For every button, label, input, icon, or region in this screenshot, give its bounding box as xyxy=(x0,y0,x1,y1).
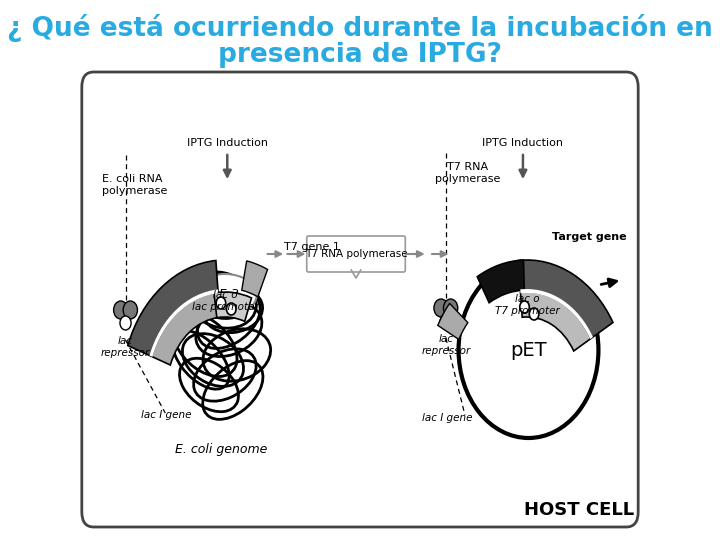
Text: IPTG Induction: IPTG Induction xyxy=(186,138,268,148)
Wedge shape xyxy=(438,303,468,340)
Text: presencia de IPTG?: presencia de IPTG? xyxy=(218,42,502,68)
Wedge shape xyxy=(152,292,220,365)
Text: T7 RNA
polymerase: T7 RNA polymerase xyxy=(435,162,500,184)
Text: lac
repressor: lac repressor xyxy=(421,334,470,356)
Circle shape xyxy=(216,297,225,309)
Wedge shape xyxy=(521,292,591,351)
Text: lac o
lac promoter: lac o lac promoter xyxy=(192,290,258,312)
Circle shape xyxy=(520,301,529,313)
FancyBboxPatch shape xyxy=(307,236,405,272)
Text: IPTG Induction: IPTG Induction xyxy=(482,138,564,148)
Text: lac
repressor: lac repressor xyxy=(101,336,150,357)
Wedge shape xyxy=(521,289,593,339)
Text: lac I gene: lac I gene xyxy=(422,413,472,423)
Text: T7 gene 1: T7 gene 1 xyxy=(284,242,341,252)
Circle shape xyxy=(529,308,539,320)
Text: E. coli genome: E. coli genome xyxy=(175,443,267,456)
Text: ¿ Qué está ocurriendo durante la incubación en: ¿ Qué está ocurriendo durante la incubac… xyxy=(7,14,713,42)
Circle shape xyxy=(444,299,458,317)
Circle shape xyxy=(114,301,128,319)
Circle shape xyxy=(459,262,598,438)
Text: lac I gene: lac I gene xyxy=(140,410,191,420)
Wedge shape xyxy=(214,292,251,321)
Ellipse shape xyxy=(193,274,256,316)
FancyBboxPatch shape xyxy=(82,72,638,527)
Text: HOST CELL: HOST CELL xyxy=(524,501,634,519)
Circle shape xyxy=(120,316,131,330)
Wedge shape xyxy=(477,260,524,303)
Text: pET: pET xyxy=(510,341,546,360)
Text: E. coli RNA
polymerase: E. coli RNA polymerase xyxy=(102,174,167,196)
Circle shape xyxy=(440,314,451,328)
Text: lac o
T7 promoter: lac o T7 promoter xyxy=(495,294,559,315)
Circle shape xyxy=(123,301,138,319)
Wedge shape xyxy=(127,260,218,356)
Text: T7 RNA polymerase: T7 RNA polymerase xyxy=(305,249,408,259)
Wedge shape xyxy=(242,261,268,297)
Wedge shape xyxy=(150,289,218,357)
Text: Target gene: Target gene xyxy=(552,232,626,242)
Circle shape xyxy=(434,299,449,317)
Wedge shape xyxy=(518,260,613,338)
Text: DE 3: DE 3 xyxy=(210,288,240,301)
Circle shape xyxy=(227,303,236,315)
